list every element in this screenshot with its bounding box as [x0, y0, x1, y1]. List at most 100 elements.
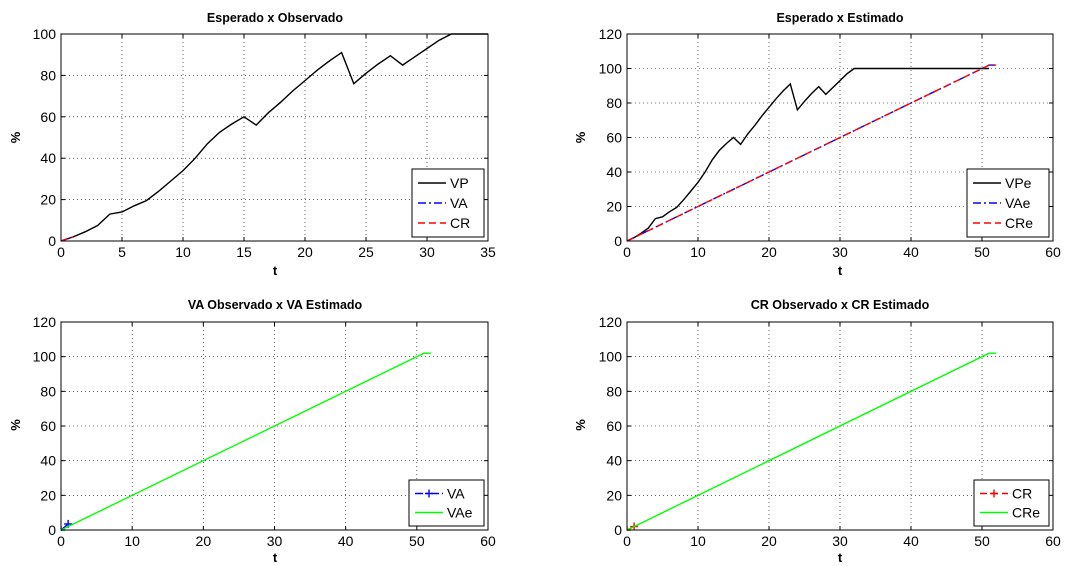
series-line-vae [61, 352, 432, 531]
legend-marker-cr [990, 489, 998, 498]
legend-label: CRe [1005, 215, 1033, 231]
x-tick-label: 40 [338, 533, 354, 549]
x-tick-label: 0 [623, 533, 631, 549]
y-tick-label: 20 [40, 487, 56, 503]
x-tick-label: 20 [196, 533, 212, 549]
plot-area: 0 10 20 30 40 50 60 0 20 40 60 80 100 120 CR CRe [599, 314, 1061, 549]
subplot-esperado-estimado: Esperado x Estimado 0 10 20 30 40 50 60 0 20 40 60… [573, 11, 1061, 278]
y-tick-label: 120 [599, 314, 623, 330]
y-axis-label: % [8, 419, 23, 431]
y-tick-label: 60 [40, 418, 56, 434]
y-tick-label: 0 [614, 522, 622, 538]
y-tick-label: 120 [599, 26, 623, 42]
axes-frame [60, 321, 489, 531]
subplot-cr-observado-estimado: CR Observado x CR Estimado 0 10 20 30 40 50 60… [573, 298, 1061, 565]
x-axis-label: t [273, 263, 278, 278]
subplot-va-observado-estimado: VA Observado x VA Estimado 0 10 20 30 40 50 60… [8, 298, 496, 565]
series-group [61, 352, 432, 531]
x-tick-label: 10 [690, 244, 706, 260]
x-tick-label: 0 [623, 244, 631, 260]
x-axis-label: t [838, 550, 843, 565]
legend-label: VA [450, 195, 468, 211]
axes-frame [626, 33, 1054, 242]
y-tick-label: 40 [606, 453, 622, 469]
x-tick-label: 50 [409, 533, 425, 549]
y-tick-label: 80 [40, 383, 56, 399]
legend-label: CR [1012, 486, 1032, 502]
series-group [627, 64, 997, 242]
y-tick-label: 60 [606, 418, 622, 434]
y-tick-label: 100 [33, 349, 57, 365]
x-tick-label: 15 [236, 244, 252, 260]
x-tick-label: 25 [358, 244, 374, 260]
y-tick-label: 0 [48, 522, 56, 538]
series-line-cre [627, 352, 997, 531]
y-tick-label: 120 [33, 314, 57, 330]
y-tick-label: 20 [606, 487, 622, 503]
legend-label: VP [450, 175, 469, 191]
y-tick-label: 40 [606, 164, 622, 180]
y-tick-label: 100 [33, 26, 57, 42]
series-group [61, 33, 488, 242]
plot-area: 0 10 20 30 40 50 60 0 20 40 60 80 100 120 VPe VAe CRe [599, 26, 1061, 260]
subplot-esperado-observado: Esperado x Observado 0 5 10 15 20 25 30 35 0 20 40… [8, 11, 496, 278]
x-tick-label: 5 [118, 244, 126, 260]
legend-label: VAe [1005, 195, 1031, 211]
legend-label: VPe [1005, 175, 1032, 191]
x-tick-label: 50 [974, 244, 990, 260]
x-tick-label: 60 [480, 533, 496, 549]
x-tick-label: 20 [761, 533, 777, 549]
legend: VA VAe [408, 479, 485, 527]
y-tick-label: 80 [40, 67, 56, 83]
y-tick-label: 100 [599, 349, 623, 365]
series-line-vpe [627, 67, 990, 242]
legend-marker-va [425, 489, 433, 498]
chart-title: VA Observado x VA Estimado [188, 298, 363, 312]
chart-title: Esperado x Estimado [776, 11, 903, 25]
legend: VP VA CR [411, 168, 485, 238]
x-tick-label: 60 [1045, 244, 1061, 260]
legend-label: CR [450, 215, 470, 231]
x-tick-label: 30 [832, 244, 848, 260]
x-tick-label: 0 [57, 244, 65, 260]
x-tick-label: 60 [1045, 533, 1061, 549]
y-tick-label: 20 [40, 192, 56, 208]
plot-area: 0 5 10 15 20 25 30 35 0 20 40 60 80 100 VP VA CR [33, 26, 496, 260]
series-line-vp [61, 33, 488, 242]
x-tick-label: 20 [761, 244, 777, 260]
x-tick-label: 30 [832, 533, 848, 549]
y-tick-label: 0 [614, 233, 622, 249]
y-tick-label: 40 [40, 453, 56, 469]
x-tick-label: 35 [480, 244, 496, 260]
legend-label: VA [447, 486, 465, 502]
x-tick-label: 10 [124, 533, 140, 549]
axes-frame [626, 321, 1054, 531]
x-axis-label: t [838, 263, 843, 278]
x-axis-label: t [273, 550, 278, 565]
x-tick-label: 20 [297, 244, 313, 260]
y-tick-label: 80 [606, 383, 622, 399]
legend-box [408, 479, 485, 527]
x-tick-label: 30 [267, 533, 283, 549]
y-tick-label: 80 [606, 95, 622, 111]
x-tick-label: 50 [974, 533, 990, 549]
x-tick-label: 30 [419, 244, 435, 260]
legend-box [973, 479, 1050, 527]
legend-label: VAe [447, 505, 473, 521]
y-axis-label: % [573, 131, 588, 143]
x-tick-label: 10 [175, 244, 191, 260]
plot-area: 0 10 20 30 40 50 60 0 20 40 60 80 100 120 VA VAe [33, 314, 496, 549]
series-line-cr [61, 236, 74, 242]
chart-title: CR Observado x CR Estimado [751, 298, 930, 312]
legend-label: CRe [1012, 505, 1040, 521]
y-tick-label: 100 [599, 61, 623, 77]
x-tick-label: 0 [57, 533, 65, 549]
series-line-cre [627, 64, 997, 242]
x-tick-label: 40 [903, 533, 919, 549]
legend: CR CRe [973, 479, 1050, 527]
x-tick-label: 10 [690, 533, 706, 549]
y-tick-label: 20 [606, 199, 622, 215]
chart-title: Esperado x Observado [207, 11, 344, 25]
y-axis-label: % [573, 419, 588, 431]
